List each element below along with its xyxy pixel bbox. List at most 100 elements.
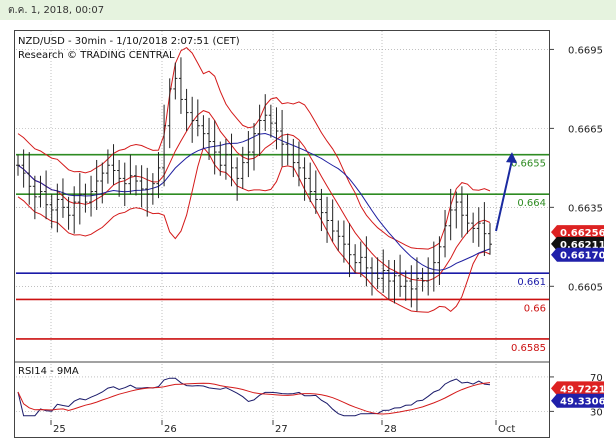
price-bar	[336, 220, 341, 251]
top-status-bar: ต.ค. 1, 2018, 00:07	[0, 0, 616, 20]
price-bar	[280, 109, 285, 167]
chart-subtitle: Research © TRADING CENTRAL	[18, 50, 175, 61]
price-bar	[398, 254, 403, 297]
level-label: 0.661	[517, 277, 546, 288]
price-bar	[117, 159, 122, 197]
rsi-tick-label: 70	[590, 373, 603, 384]
price-bar	[375, 257, 380, 289]
price-bar	[173, 62, 178, 100]
level-label: 0.6585	[511, 343, 546, 354]
price-bar	[459, 186, 464, 238]
rsi-badge: 49.7221	[551, 381, 606, 396]
price-bar	[178, 57, 183, 114]
price-bar	[443, 209, 448, 258]
price-bar	[291, 138, 296, 178]
price-bar	[431, 241, 436, 292]
price-bar	[184, 88, 189, 132]
rsi-badge-label: 49.3306	[560, 397, 606, 408]
date-time-label: ต.ค. 1, 2018, 00:07	[8, 5, 105, 16]
chart-title: NZD/USD - 30min - 1/10/2018 2:07:51 (CET…	[18, 36, 240, 47]
rsi-badge-label: 49.7221	[560, 384, 606, 395]
price-bar	[437, 236, 442, 285]
price-bar	[16, 154, 20, 176]
y-tick-label: 0.6635	[568, 203, 603, 214]
price-bar	[448, 188, 453, 241]
price-bar	[201, 115, 206, 149]
price-bar	[218, 141, 223, 176]
price-bar	[370, 257, 374, 296]
price-bar	[240, 146, 245, 189]
price-badge-shape	[551, 236, 604, 251]
x-tick-label: Oct	[498, 424, 515, 435]
price-badge: 0.66211	[551, 236, 606, 251]
price-bar	[100, 162, 105, 204]
price-bar	[83, 183, 88, 213]
rsi-line	[17, 377, 491, 417]
price-bar	[27, 152, 32, 205]
level-label: 0.664	[517, 198, 546, 209]
price-badge-label: 0.66211	[560, 240, 606, 251]
price-bar	[325, 196, 330, 243]
x-tick-label: 28	[384, 424, 397, 435]
price-bar	[471, 212, 476, 243]
price-bar	[72, 186, 77, 234]
price-bar	[229, 133, 234, 187]
price-badge-label: 0.66256	[560, 228, 606, 239]
price-badge-label: 0.66170	[560, 251, 606, 262]
level-label: 0.66	[524, 303, 546, 314]
price-bar	[308, 162, 313, 203]
price-bar	[190, 96, 195, 143]
price-bar	[44, 170, 49, 220]
rsi-ma-line	[17, 382, 491, 415]
price-bar	[162, 104, 167, 187]
forecast-arrow-head	[506, 152, 517, 164]
price-bar	[358, 241, 363, 278]
price-bar	[392, 259, 397, 304]
price-bar	[150, 173, 155, 205]
forecast-arrow-shaft	[495, 159, 513, 232]
price-bar	[414, 257, 419, 312]
price-badge: 0.66170	[551, 247, 606, 262]
price-bar	[246, 131, 251, 178]
price-bar	[38, 175, 43, 208]
price-badge-shape	[551, 247, 604, 262]
price-bar	[476, 207, 481, 247]
x-tick-label: 26	[164, 424, 177, 435]
price-bar	[134, 165, 138, 196]
price-badge-shape	[551, 225, 604, 240]
price-bar	[60, 178, 65, 218]
price-bar	[122, 162, 127, 207]
price-bar	[195, 99, 200, 137]
price-bar	[465, 194, 470, 234]
price-bar	[128, 154, 133, 195]
price-bar	[296, 141, 301, 187]
price-bar	[302, 157, 307, 201]
price-bar	[313, 170, 318, 214]
bollinger-lower	[17, 146, 491, 313]
rsi-badge-shape	[551, 381, 604, 396]
price-bar	[235, 157, 240, 201]
price-bar	[263, 94, 268, 132]
y-tick-label: 0.6665	[568, 124, 603, 135]
price-bar	[49, 194, 54, 229]
price-bar	[386, 259, 391, 300]
price-bar	[420, 267, 425, 292]
chart-frame	[14, 30, 550, 438]
price-bar	[364, 236, 369, 287]
price-bar	[207, 117, 212, 160]
y-tick-label: 0.6605	[568, 282, 603, 293]
rsi-label: RSI14 - 9MA	[18, 366, 79, 377]
price-bar	[252, 123, 256, 171]
price-bar	[409, 265, 414, 308]
price-bar	[257, 104, 262, 157]
price-bar	[403, 270, 408, 301]
price-bar	[77, 173, 82, 225]
price-bar	[347, 223, 352, 278]
price-bar	[167, 78, 172, 149]
price-bar	[268, 104, 273, 138]
price-badge: 0.66256	[551, 225, 606, 240]
price-bar	[105, 149, 110, 184]
price-bar	[319, 188, 324, 232]
price-bar	[353, 244, 358, 274]
